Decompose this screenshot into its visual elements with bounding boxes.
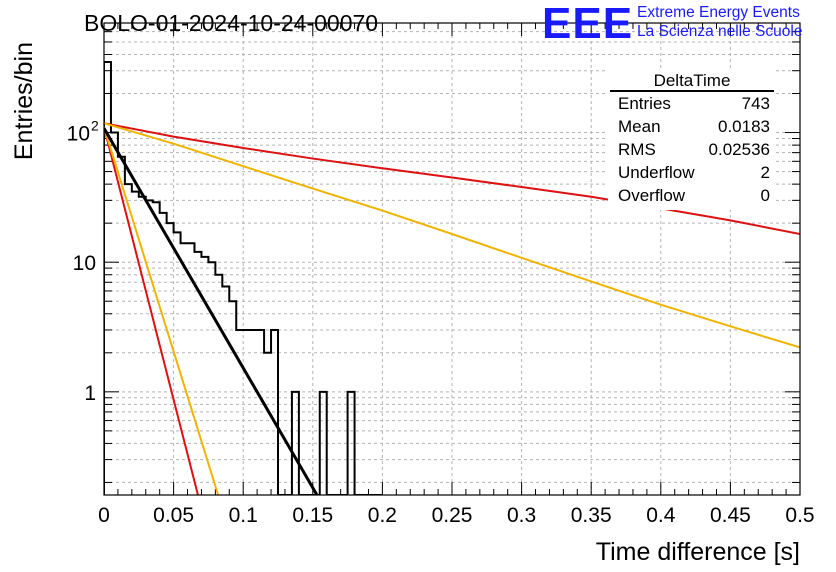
grid [104, 22, 800, 495]
fit-line-3 [104, 126, 220, 495]
chart-title: BOLO-01-2024-10-24-00070 [84, 10, 379, 36]
stats-title: DeltaTime [653, 71, 731, 90]
stats-value: 0.0183 [718, 117, 770, 136]
tick-labels: 0 0.05 0.1 0.15 0.2 0.25 0.3 0.35 0.4 0.45 0.5 1 10 1… [67, 118, 815, 527]
stats-label: Mean [618, 117, 661, 136]
x-tick-label: 0.4 [646, 504, 676, 527]
fit-line-4 [104, 127, 319, 495]
x-tick-label: 0.2 [368, 504, 397, 527]
eee-logo-text: Extreme Energy Events La Scienza nelle S… [637, 3, 802, 41]
x-tick-label: 0.1 [229, 504, 258, 527]
stats-label: RMS [618, 140, 656, 159]
y-tick-label: 1 [84, 382, 96, 405]
fit-line-0 [104, 122, 800, 235]
stats-row-mean: Mean 0.0183 [608, 115, 776, 138]
stats-label: Underflow [618, 163, 695, 182]
histogram-deltatime [104, 61, 383, 495]
stats-row-overflow: Overflow 0 [608, 184, 776, 207]
x-tick-label: 0.3 [507, 504, 536, 527]
fit-line-1 [104, 122, 800, 349]
stats-label: Entries [618, 94, 671, 113]
x-tick-label: 0.45 [710, 504, 751, 527]
y-tick-label-exponent: 2 [91, 118, 99, 134]
stats-value: 743 [741, 94, 770, 113]
x-axis-label: Time difference [s] [596, 538, 800, 566]
series-layer [104, 61, 800, 495]
y-tick-label: 10 [67, 123, 90, 146]
fit-line-2 [104, 126, 199, 495]
stats-value: 0 [760, 186, 770, 205]
logo-line-2: La Scienza nelle Scuole [637, 23, 803, 40]
logo-line-1: Extreme Energy Events [637, 4, 800, 21]
x-tick-label: 0.35 [571, 504, 612, 527]
stats-box: DeltaTime Entries 743 Mean 0.0183 RMS 0.… [608, 70, 776, 210]
x-tick-label: 0.25 [432, 504, 473, 527]
stats-value: 2 [760, 163, 770, 182]
stats-row-rms: RMS 0.02536 [608, 138, 776, 161]
x-tick-label: 0.05 [153, 504, 194, 527]
stats-value: 0.02536 [708, 140, 770, 159]
x-tick-label: 0.5 [785, 504, 814, 527]
eee-logo: EEE [542, 0, 634, 48]
axis-ticks [103, 22, 801, 495]
y-tick-label: 10 [73, 252, 96, 275]
plot-frame [103, 22, 801, 496]
stats-header: DeltaTime [608, 70, 776, 92]
x-tick-label: 0 [98, 504, 110, 527]
stats-row-entries: Entries 743 [608, 92, 776, 115]
stats-label: Overflow [618, 186, 686, 205]
y-axis-label: Entries/bin [10, 42, 38, 160]
stats-row-underflow: Underflow 2 [608, 161, 776, 184]
x-tick-label: 0.15 [292, 504, 333, 527]
